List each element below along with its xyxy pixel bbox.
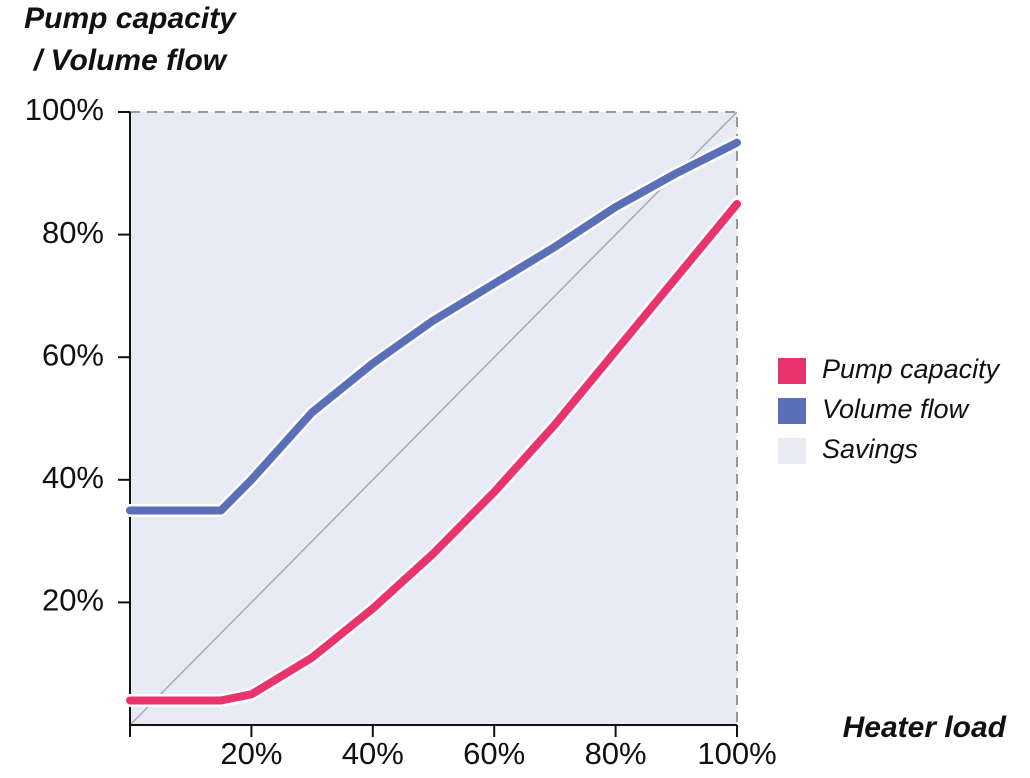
x-axis-title: Heater load [843,711,1007,744]
reference-diagonal [129,111,738,726]
legend-label: Volume flow [822,394,970,424]
line [126,199,741,705]
legend-swatch [778,438,806,464]
y-tick-label: 80% [42,215,104,250]
y-tick-label: 100% [25,92,104,127]
x-tick-label: 40% [342,736,404,771]
y-axis-title: Pump capacity [24,2,237,35]
legend-swatch [778,358,806,384]
legend-label: Pump capacity [822,354,1001,384]
legend-label: Savings [822,434,918,464]
x-tick-label: 100% [697,736,776,771]
legend-swatch [778,398,806,424]
x-tick-label: 60% [463,736,525,771]
y-tick-label: 60% [42,337,104,372]
line [126,138,741,515]
y-tick-label: 20% [42,583,104,618]
x-tick-label: 20% [220,736,282,771]
y-tick-label: 40% [42,460,104,495]
y-axis-title: / Volume flow [32,44,228,77]
x-tick-label: 80% [585,736,647,771]
